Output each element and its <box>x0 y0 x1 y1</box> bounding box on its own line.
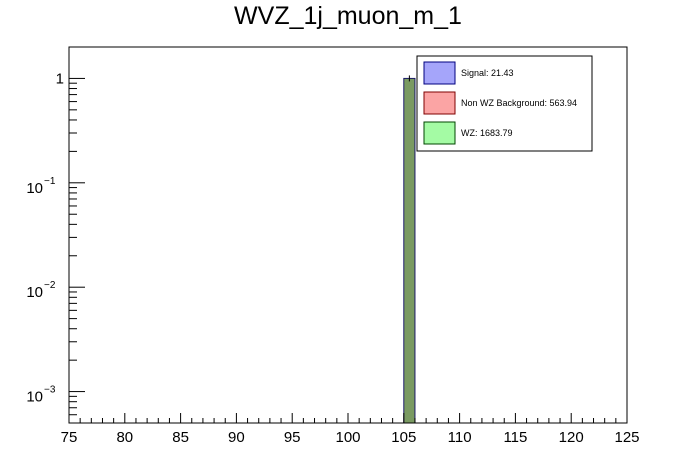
y-axis: 110−110−210−3 <box>26 46 85 424</box>
y-tick-label: 10 <box>26 180 43 197</box>
legend-swatch <box>423 121 456 145</box>
y-tick-exponent: −2 <box>44 280 56 291</box>
x-axis: 75 80 85 90 95 100 105 110 115 120 125 <box>61 413 640 446</box>
x-tick-label: 110 <box>448 429 472 446</box>
legend-label: Signal: 21.43 <box>461 68 514 78</box>
legend-label: WZ: 1683.79 <box>461 128 513 138</box>
legend: Signal: 21.43 Non WZ Background: 563.94 WZ… <box>416 55 593 152</box>
y-tick-label: 1 <box>56 70 64 87</box>
y-tick-exponent: −3 <box>44 385 56 396</box>
legend-swatch <box>423 61 456 85</box>
bars-layer <box>403 75 416 424</box>
y-tick-label: 10 <box>26 389 43 406</box>
x-tick-label: 90 <box>228 429 245 446</box>
x-tick-label: 125 <box>614 429 639 446</box>
y-tick-label: 10 <box>26 284 43 301</box>
x-tick-label: 95 <box>284 429 301 446</box>
x-tick-label: 120 <box>559 429 584 446</box>
chart-title: WVZ_1j_muon_m_1 <box>234 2 462 30</box>
x-tick-label: 75 <box>61 429 78 446</box>
legend-label: Non WZ Background: 563.94 <box>461 98 577 108</box>
histogram-bar <box>403 77 416 424</box>
legend-swatch <box>423 91 456 115</box>
x-tick-label: 115 <box>503 429 527 446</box>
y-tick-exponent: −1 <box>44 176 56 187</box>
x-tick-label: 85 <box>172 429 189 446</box>
x-tick-label: 100 <box>335 429 360 446</box>
x-tick-label: 105 <box>391 429 416 446</box>
x-tick-label: 80 <box>116 429 133 446</box>
